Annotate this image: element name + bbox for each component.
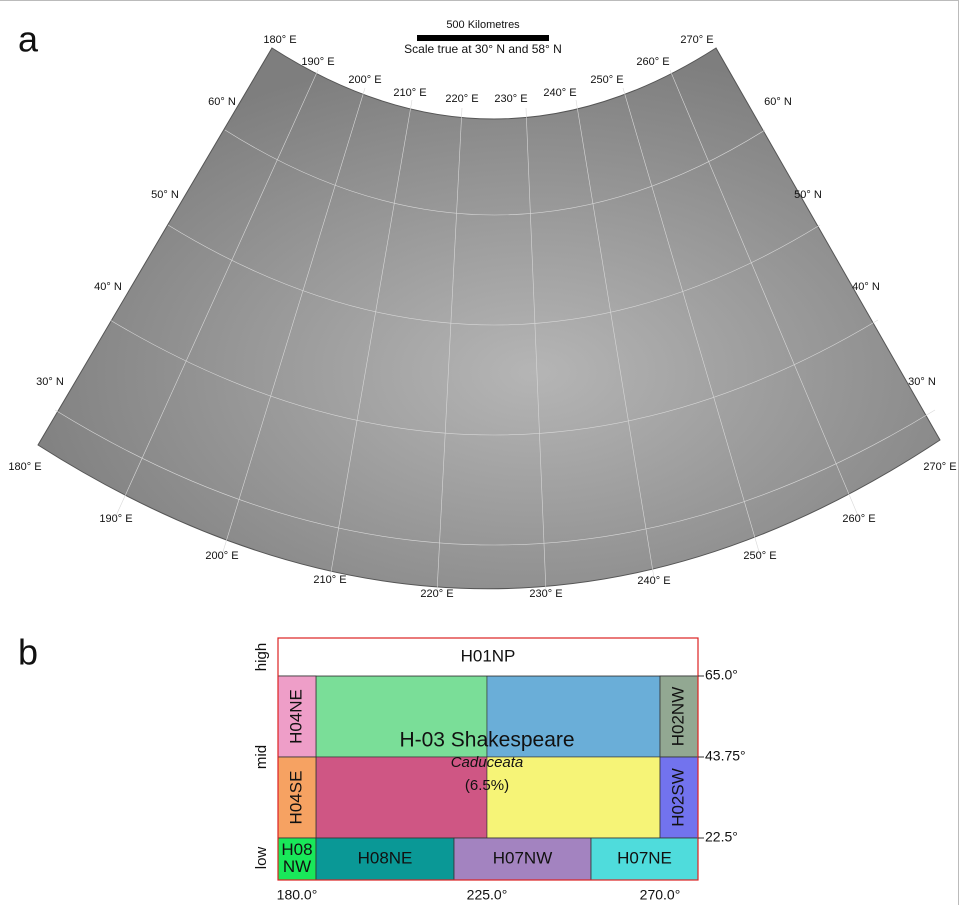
axis-label: low (253, 847, 270, 870)
panel-frame (277, 637, 699, 881)
map-coordinate-label: 190° E (99, 513, 132, 525)
scale-bar-label: 500 Kilometres (446, 19, 520, 31)
map-coordinate-label: 210° E (313, 574, 346, 586)
map-coordinate-label: 240° E (543, 87, 576, 99)
map-coordinate-label: 260° E (636, 56, 669, 68)
tile-label: NW (283, 857, 311, 876)
map-coordinate-label: 200° E (205, 550, 238, 562)
tile (315, 837, 455, 881)
map-image (37, 47, 941, 590)
map-coordinate-label: 50° N (151, 189, 179, 201)
map-coordinate-label: 30° N (36, 376, 64, 388)
region-share: (6.5%) (465, 777, 509, 794)
map-coordinate-label: 230° E (494, 93, 527, 105)
map-coordinate-label: 60° N (764, 96, 792, 108)
longitude-tick-label: 180.0° (277, 887, 318, 903)
map-coordinate-label: 250° E (590, 74, 623, 86)
map-coordinate-label: 180° E (263, 34, 296, 46)
map-coordinate-label: 50° N (794, 189, 822, 201)
latitude-tick-label: 43.75° (705, 748, 746, 764)
map-coordinate-label: 220° E (445, 93, 478, 105)
tile-label: H02SW (668, 768, 687, 827)
tile (453, 837, 592, 881)
quadrant (315, 675, 488, 758)
panel-label: b (18, 632, 38, 673)
tile (659, 756, 699, 839)
map-coordinate-label: 180° E (8, 461, 41, 473)
region-title: H-03 Shakespeare (399, 729, 574, 752)
map-coordinate-label: 40° N (852, 281, 880, 293)
map-coordinate-label: 270° E (923, 461, 956, 473)
longitude-tick-label: 225.0° (467, 887, 508, 903)
tile-label: H07NE (617, 848, 672, 867)
map-coordinate-label: 200° E (348, 74, 381, 86)
tile-label: H04NE (286, 689, 305, 744)
map-coordinate-label: 250° E (743, 550, 776, 562)
tile (590, 837, 699, 881)
tile-label: H07NW (493, 848, 553, 867)
latitude-tick-label: 65.0° (705, 667, 738, 683)
region-name: Caduceata (451, 754, 524, 771)
latitude-tick-label: 22.5° (705, 829, 738, 845)
map-coordinate-label: 60° N (208, 96, 236, 108)
panel-label: a (18, 19, 39, 60)
map-coordinate-label: 40° N (94, 281, 122, 293)
graticule (54, 69, 936, 593)
map-coordinate-label: 210° E (393, 87, 426, 99)
map-coordinate-label: 240° E (637, 575, 670, 587)
tile-label: H08 (281, 840, 312, 859)
axis-label: high (253, 643, 270, 671)
map-coordinate-label: 220° E (420, 588, 453, 600)
axis-label: mid (253, 745, 270, 769)
tile-label: H01NP (461, 646, 516, 665)
map-coordinate-label: 270° E (680, 34, 713, 46)
tile (277, 637, 699, 677)
quadrant (315, 756, 488, 839)
scale-bar (417, 35, 549, 41)
map-coordinate-label: 30° N (908, 376, 936, 388)
tile (659, 675, 699, 758)
scale-note: Scale true at 30° N and 58° N (404, 42, 562, 56)
tile-label: H04SE (286, 771, 305, 825)
longitude-tick-label: 270.0° (640, 887, 681, 903)
tile (277, 756, 317, 839)
map-coordinate-label: 190° E (301, 56, 334, 68)
map-coordinate-label: 260° E (842, 513, 875, 525)
tile-label: H02NW (668, 687, 687, 747)
tile-label: H08NE (358, 848, 413, 867)
map-coordinate-label: 230° E (529, 588, 562, 600)
